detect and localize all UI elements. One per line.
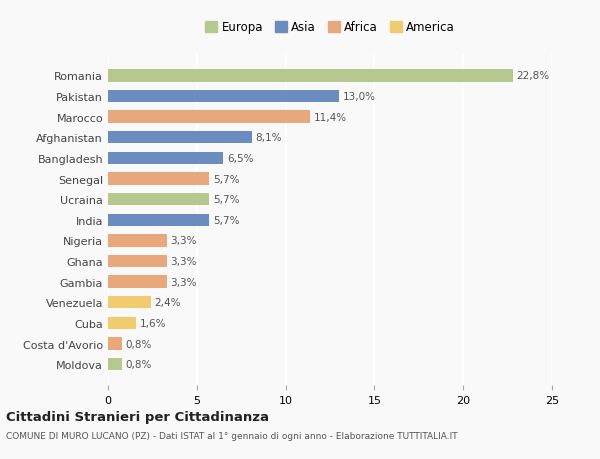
Text: 5,7%: 5,7% xyxy=(213,174,239,184)
Bar xyxy=(108,70,513,83)
Bar xyxy=(108,132,252,144)
Text: 0,8%: 0,8% xyxy=(126,339,152,349)
Bar xyxy=(108,111,310,123)
Bar xyxy=(108,297,151,309)
Bar xyxy=(108,152,223,165)
Bar xyxy=(108,255,167,268)
Text: 13,0%: 13,0% xyxy=(343,92,376,102)
Text: 22,8%: 22,8% xyxy=(517,71,550,81)
Bar xyxy=(108,317,136,330)
Text: 3,3%: 3,3% xyxy=(170,257,197,267)
Legend: Europa, Asia, Africa, America: Europa, Asia, Africa, America xyxy=(205,21,455,34)
Text: 3,3%: 3,3% xyxy=(170,236,197,246)
Bar xyxy=(108,173,209,185)
Text: 1,6%: 1,6% xyxy=(140,318,166,328)
Bar xyxy=(108,358,122,370)
Bar xyxy=(108,338,122,350)
Text: 5,7%: 5,7% xyxy=(213,215,239,225)
Bar xyxy=(108,214,209,226)
Text: 8,1%: 8,1% xyxy=(256,133,282,143)
Bar xyxy=(108,194,209,206)
Bar xyxy=(108,235,167,247)
Text: 3,3%: 3,3% xyxy=(170,277,197,287)
Text: COMUNE DI MURO LUCANO (PZ) - Dati ISTAT al 1° gennaio di ogni anno - Elaborazion: COMUNE DI MURO LUCANO (PZ) - Dati ISTAT … xyxy=(6,431,458,440)
Bar xyxy=(108,91,339,103)
Text: 2,4%: 2,4% xyxy=(154,297,181,308)
Text: 0,8%: 0,8% xyxy=(126,359,152,369)
Text: 6,5%: 6,5% xyxy=(227,154,253,163)
Bar xyxy=(108,276,167,288)
Text: Cittadini Stranieri per Cittadinanza: Cittadini Stranieri per Cittadinanza xyxy=(6,410,269,423)
Text: 11,4%: 11,4% xyxy=(314,112,347,123)
Text: 5,7%: 5,7% xyxy=(213,195,239,205)
